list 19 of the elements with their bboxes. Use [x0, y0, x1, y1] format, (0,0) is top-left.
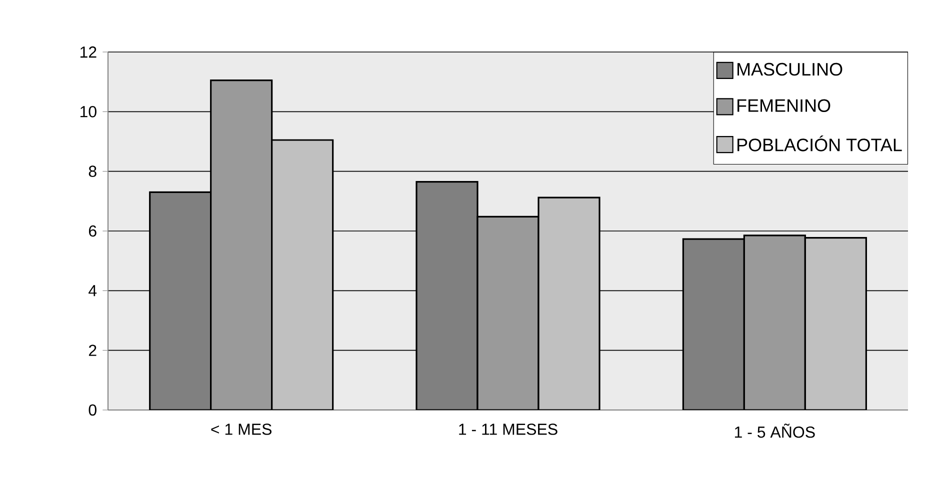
x-tick-label: 1 - 11 MESES	[459, 424, 558, 435]
bar	[271, 139, 334, 410]
x-tick-label: < 1 MES	[211, 424, 272, 435]
bar	[538, 196, 600, 410]
x-tick-label: 1 - 5 AÑOS	[734, 424, 815, 438]
bar	[804, 237, 867, 410]
bar	[743, 234, 806, 410]
y-tick-label: 4	[88, 285, 97, 296]
y-tick-label: 0	[88, 404, 96, 416]
y-tick-label: 6	[88, 225, 96, 237]
bar	[476, 216, 540, 410]
y-tick-label: 10	[80, 106, 96, 118]
y-tick-label: 12	[80, 46, 96, 58]
y-tick-label: 8	[88, 166, 96, 177]
bar	[210, 80, 273, 410]
y-tick-label: 2	[88, 344, 96, 356]
legend-label: POBLACIÓN TOTAL	[738, 136, 902, 152]
legend-label: FEMENINO	[738, 99, 830, 112]
legend-label: MASCULINO	[738, 62, 842, 76]
